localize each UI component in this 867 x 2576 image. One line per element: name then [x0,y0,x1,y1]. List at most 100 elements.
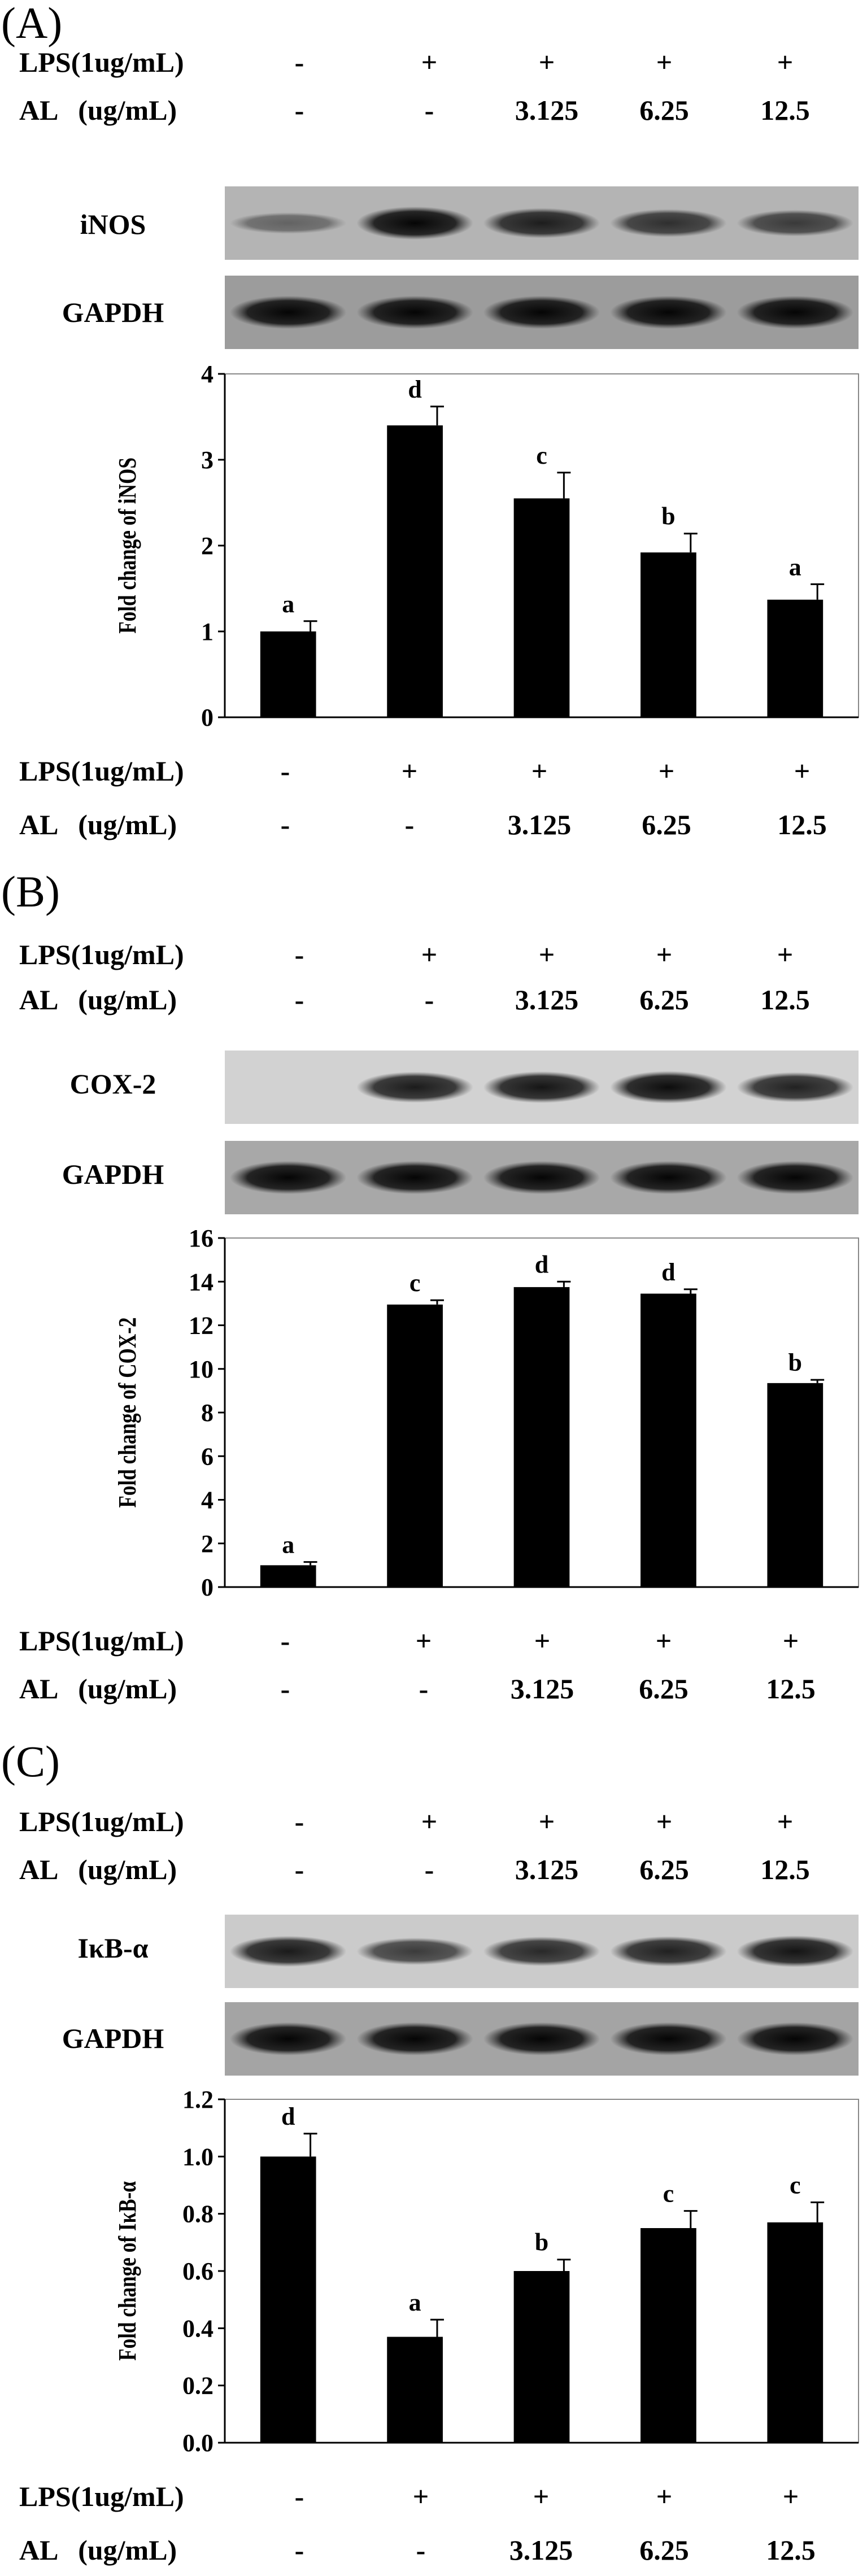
al-cell: 12.5 [766,2534,816,2566]
al-row-top: AL (ug/mL) - - 3.125 6.25 12.5 [0,93,867,127]
al-cell: 6.25 [639,984,689,1015]
lps-cell: + [401,755,418,787]
al-cell: 3.125 [515,94,579,126]
blot-band [483,208,600,238]
al-cell: - [419,1673,429,1705]
lps-label: LPS(1ug/mL) [19,1806,184,1837]
blot-band [483,295,600,329]
y-tick-label: 16 [189,1226,214,1252]
blot-band [229,212,347,234]
blot-band [356,2022,473,2056]
bar [767,1383,824,1587]
lps-label: LPS(1ug/mL) [19,1625,184,1657]
blot-name-inos: iNOS [80,208,146,240]
al-cell: 3.125 [509,2534,573,2566]
chart-svg: 0 1 2 3 4 Fold change of iNOS a d c b a [113,361,859,731]
lps-cell: + [656,2481,673,2512]
significance-letter: a [409,2289,421,2316]
lps-cell: + [656,1806,673,1837]
al-cell: 12.5 [760,984,810,1015]
lps-cell: + [777,1806,794,1837]
y-tick-label: 1.2 [182,2087,214,2113]
al-cell: 3.125 [515,984,579,1015]
al-cell: - [416,2534,426,2566]
al-label: AL (ug/mL) [19,2534,177,2566]
blot-name-cox2: COX-2 [69,1068,156,1100]
bar-chart-ikb: 0.0 0.2 0.4 0.6 0.8 1.0 1.2 Fold change of IκB-… [0,2087,867,2471]
lps-cell: + [415,1625,432,1657]
bar [387,1304,443,1587]
y-tick-label: 0.8 [182,2200,214,2228]
lps-cell: + [421,46,438,78]
lps-cell: - [294,939,304,970]
blot-band [737,2022,854,2056]
lps-row-top: LPS(1ug/mL) - + + + + [0,45,867,79]
significance-letter: d [281,2103,295,2130]
al-cell: 3.125 [515,1854,579,1885]
y-axis-label: Fold change of iNOS [113,457,141,634]
y-tick-label: 6 [201,1442,214,1470]
al-label: AL (ug/mL) [19,984,177,1015]
blot-band [610,295,727,329]
al-cell: 12.5 [777,809,827,840]
significance-letter: a [282,1531,294,1559]
blot-band [229,1936,347,1967]
lps-cell: - [294,2481,304,2512]
bar [387,425,443,717]
lps-cell: - [294,46,304,78]
lps-cell: + [658,755,675,787]
y-tick-label: 10 [189,1355,214,1383]
lps-row-bottom: LPS(1ug/mL) - + + + + [0,754,867,788]
significance-letter: b [535,2229,548,2256]
blot-band [356,206,473,240]
lps-cell: + [656,46,673,78]
bar [767,599,824,717]
lps-cell: + [421,939,438,970]
lps-cell: + [421,1806,438,1837]
al-cell: 12.5 [760,94,810,126]
blot-band [610,1936,727,1967]
al-label: AL (ug/mL) [19,809,177,840]
al-label: AL (ug/mL) [19,1854,177,1885]
lps-label: LPS(1ug/mL) [19,939,184,970]
panel-label: (A) [1,0,63,47]
blot-band [737,1935,854,1968]
panel-b: (B) LPS(1ug/mL) - + + + + AL (ug/mL) - -… [0,864,867,1740]
significance-letter: b [661,503,675,530]
blot-band [229,295,347,329]
al-cell: - [404,809,415,840]
lps-cell: + [794,755,811,787]
al-cell: 12.5 [766,1673,816,1705]
significance-letter: c [409,1269,421,1297]
y-tick-label: 2 [201,1530,214,1558]
blot-band [610,1161,727,1195]
al-row-bottom: AL (ug/mL) - - 3.125 6.25 12.5 [0,1672,867,1706]
bar [260,631,316,717]
lps-cell: + [538,939,555,970]
western-blot-cox2 [225,1051,859,1124]
panel-label: (B) [1,867,60,916]
y-tick-label: 0 [201,704,214,731]
chart-svg: 0 2 4 6 8 10 12 14 16 Fold change of COX-2 a c d d b [113,1226,859,1601]
blot-band [610,1071,727,1104]
al-row-top: AL (ug/mL) - - 3.125 6.25 12.5 [0,983,867,1017]
blot-band [229,1161,347,1195]
lps-cell: - [280,1625,290,1657]
blot-band [483,2022,600,2056]
lps-row-top: LPS(1ug/mL) - + + + + [0,1804,867,1838]
blot-band [737,210,854,237]
blot-name-gapdh: GAPDH [62,2023,164,2054]
al-cell: 3.125 [510,1673,574,1705]
y-axis-label: Fold change of COX-2 [113,1317,141,1507]
al-label: AL (ug/mL) [19,1673,177,1705]
blot-band [356,1937,473,1965]
western-blot-gapdh [225,276,859,349]
al-cell: - [280,809,290,840]
blot-band [229,2022,347,2056]
lps-cell: + [533,2481,550,2512]
bar [260,2156,316,2443]
al-cell: 6.25 [639,2534,689,2566]
bar-chart-cox2: 0 2 4 6 8 10 12 14 16 Fold change of COX-2 a c d d b [0,1226,867,1615]
lps-cell: + [656,939,673,970]
lps-row-bottom: LPS(1ug/mL) - + + + + [0,1624,867,1658]
